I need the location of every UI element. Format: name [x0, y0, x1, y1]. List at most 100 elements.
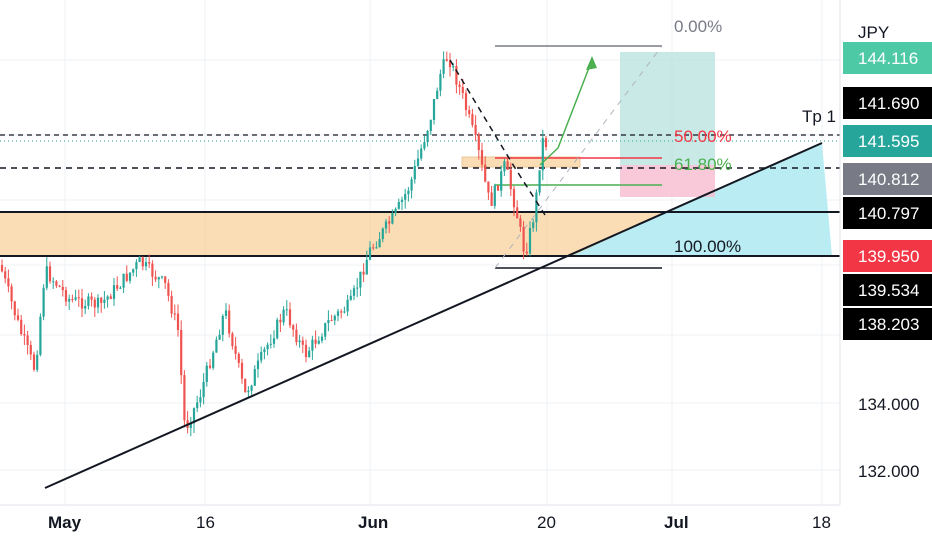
candle-body — [71, 298, 74, 300]
candle-body — [391, 212, 394, 224]
candle-body — [250, 385, 253, 391]
candle-body — [266, 344, 269, 350]
candle-body — [135, 262, 138, 270]
candle-body — [100, 297, 103, 303]
candle-body — [196, 402, 199, 409]
candle-body — [352, 288, 356, 296]
candle-body — [471, 114, 474, 126]
candle-body — [103, 299, 106, 303]
candle-body — [525, 251, 528, 254]
candle-body — [128, 272, 132, 281]
candle-body — [116, 285, 119, 289]
candle-body — [263, 349, 266, 352]
candle-body — [516, 207, 519, 219]
candle-body — [36, 354, 39, 370]
price-tag — [843, 240, 932, 272]
candle-body — [48, 266, 52, 282]
bullish-arrow-path — [539, 59, 593, 166]
candle-body — [455, 66, 458, 85]
candle-body — [138, 257, 141, 263]
candle-body — [109, 296, 112, 299]
candle-body — [199, 397, 202, 403]
candle-body — [87, 296, 90, 306]
x-tick-label: Jul — [664, 513, 689, 532]
candle-body — [317, 340, 320, 344]
candle-body — [148, 262, 151, 264]
candle-body — [442, 59, 445, 74]
candle-body — [490, 192, 493, 206]
candle-body — [160, 276, 164, 278]
candle-body — [61, 286, 64, 291]
candle-body — [170, 295, 173, 314]
candle-body — [388, 221, 391, 224]
candle-body — [20, 319, 23, 335]
candle-body — [26, 335, 29, 345]
candle-body — [349, 295, 352, 300]
price-tag — [843, 42, 932, 74]
candle-body — [340, 311, 343, 313]
candle-body — [119, 287, 122, 289]
candle-body — [448, 60, 452, 68]
candle-body — [512, 189, 516, 208]
candle-body — [256, 360, 260, 370]
candle-body — [423, 142, 426, 149]
candle-body — [64, 290, 68, 302]
price-tag-label: 141.690 — [858, 94, 919, 113]
candle-body — [535, 192, 538, 223]
price-tag-label: 144.116 — [858, 49, 918, 68]
candle-body — [68, 298, 71, 302]
candle-body — [58, 285, 61, 287]
candle-body — [327, 320, 330, 324]
candle-body — [32, 354, 36, 370]
fib-lines — [494, 45, 663, 269]
small-zone — [461, 156, 581, 168]
candle-body — [244, 378, 247, 393]
candle-body — [180, 329, 183, 376]
candle-body — [320, 336, 324, 341]
candle-body — [96, 297, 100, 308]
candle-body — [16, 315, 20, 320]
tp-label: Tp 1 — [802, 107, 836, 126]
candle-body — [202, 381, 205, 398]
x-tick-label: 16 — [196, 513, 215, 532]
candle-body — [397, 201, 400, 209]
candle-body — [301, 340, 304, 345]
candle-body — [29, 344, 32, 355]
candle-body — [461, 86, 464, 94]
x-tick-label: Jun — [358, 513, 388, 532]
price-tag-label: 139.534 — [858, 281, 919, 300]
candle-body — [125, 273, 128, 281]
y-tick-label: 134.000 — [858, 395, 919, 414]
candle-body — [458, 84, 461, 87]
candle-body — [189, 423, 192, 428]
candle-body — [375, 247, 378, 249]
currency-label: JPY — [858, 23, 889, 42]
candle-body — [429, 119, 432, 131]
candle-body — [224, 310, 228, 316]
candle-body — [544, 138, 548, 147]
candle-body — [541, 138, 544, 171]
candle-body — [192, 408, 196, 424]
candle-body — [359, 271, 362, 288]
price-tag-label: 140.812 — [858, 170, 919, 189]
candle-body — [240, 362, 244, 379]
candle-body — [368, 247, 372, 260]
candle-body — [532, 222, 535, 228]
candle-body — [167, 282, 170, 296]
trend-projection-fill — [568, 143, 832, 256]
candle-body — [420, 148, 423, 159]
candles — [0, 51, 548, 437]
candle-body — [496, 185, 500, 191]
candle-body — [336, 311, 340, 316]
candle-body — [285, 309, 288, 311]
candle-body — [93, 299, 96, 308]
candle-body — [298, 340, 301, 343]
x-tick-label: 18 — [812, 513, 831, 532]
price-tag — [843, 87, 932, 119]
price-tag-label: 141.595 — [858, 132, 919, 151]
candle-body — [528, 227, 532, 254]
price-tag-label: 138.203 — [858, 315, 919, 334]
candle-body — [122, 273, 125, 288]
stop-box — [620, 165, 715, 197]
